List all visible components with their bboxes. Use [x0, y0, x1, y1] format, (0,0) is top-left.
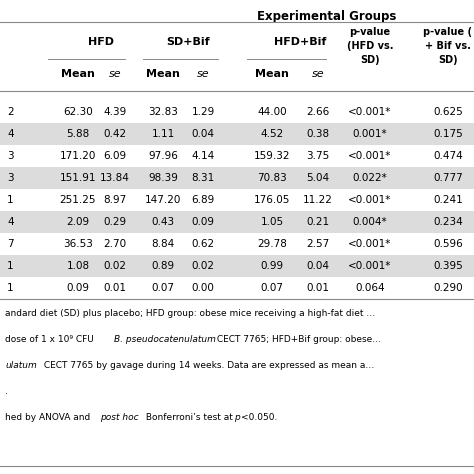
Text: <0.001*: <0.001*: [348, 239, 392, 249]
Text: CECT 7765 by gavage during 14 weeks. Data are expressed as mean a…: CECT 7765 by gavage during 14 weeks. Dat…: [41, 361, 374, 370]
Text: 2.66: 2.66: [306, 107, 329, 117]
Text: 29.78: 29.78: [257, 239, 287, 249]
Text: 32.83: 32.83: [148, 107, 178, 117]
Text: 1.08: 1.08: [66, 261, 90, 271]
Text: 0.42: 0.42: [103, 129, 127, 139]
Text: p: p: [234, 413, 240, 422]
Text: 2.70: 2.70: [103, 239, 127, 249]
Text: 171.20: 171.20: [60, 151, 96, 161]
Text: 13.84: 13.84: [100, 173, 130, 183]
Text: 1.05: 1.05: [260, 217, 283, 227]
Text: 4: 4: [7, 217, 14, 227]
FancyBboxPatch shape: [0, 211, 474, 233]
Text: 2: 2: [7, 107, 14, 117]
Text: se: se: [312, 69, 324, 79]
Text: 0.395: 0.395: [433, 261, 463, 271]
Text: B. pseudocatenulatum: B. pseudocatenulatum: [114, 335, 216, 344]
Text: p-value (: p-value (: [423, 27, 473, 37]
Text: <0.001*: <0.001*: [348, 107, 392, 117]
Text: se: se: [197, 69, 210, 79]
Text: 0.234: 0.234: [433, 217, 463, 227]
Text: 4: 4: [7, 129, 14, 139]
Text: 0.02: 0.02: [191, 261, 215, 271]
Text: 0.38: 0.38: [306, 129, 329, 139]
Text: 0.596: 0.596: [433, 239, 463, 249]
Text: 0.09: 0.09: [66, 283, 90, 293]
Text: .: .: [5, 387, 8, 396]
Text: 0.43: 0.43: [151, 217, 174, 227]
Text: post hoc: post hoc: [100, 413, 138, 422]
Text: 3: 3: [7, 151, 14, 161]
Text: 6.09: 6.09: [103, 151, 127, 161]
Text: 0.022*: 0.022*: [353, 173, 387, 183]
Text: 36.53: 36.53: [63, 239, 93, 249]
FancyBboxPatch shape: [0, 123, 474, 145]
Text: 251.25: 251.25: [60, 195, 96, 205]
Text: <0.001*: <0.001*: [348, 261, 392, 271]
Text: 3: 3: [7, 173, 14, 183]
Text: + Bif vs.: + Bif vs.: [425, 41, 471, 51]
Text: p-value: p-value: [349, 27, 391, 37]
Text: 0.04: 0.04: [307, 261, 329, 271]
Text: 147.20: 147.20: [145, 195, 181, 205]
Text: SD): SD): [360, 55, 380, 65]
Text: Mean: Mean: [61, 69, 95, 79]
Text: HFD: HFD: [89, 37, 115, 47]
Text: 70.83: 70.83: [257, 173, 287, 183]
Text: HFD+Bif: HFD+Bif: [274, 37, 326, 47]
Text: dose of 1 x 10⁹ CFU: dose of 1 x 10⁹ CFU: [5, 335, 97, 344]
Text: 0.290: 0.290: [433, 283, 463, 293]
Text: 44.00: 44.00: [257, 107, 287, 117]
Text: Bonferroni’s test at: Bonferroni’s test at: [143, 413, 236, 422]
Text: 1: 1: [7, 261, 14, 271]
Text: 151.91: 151.91: [60, 173, 96, 183]
Text: hed by ANOVA and: hed by ANOVA and: [5, 413, 93, 422]
Text: ulatum: ulatum: [5, 361, 37, 370]
Text: 7: 7: [7, 239, 14, 249]
Text: 0.07: 0.07: [261, 283, 283, 293]
Text: Mean: Mean: [255, 69, 289, 79]
Text: <0.050.: <0.050.: [241, 413, 277, 422]
Text: andard diet (SD) plus placebo; HFD group: obese mice receiving a high-fat diet …: andard diet (SD) plus placebo; HFD group…: [5, 309, 375, 318]
Text: CECT 7765; HFD+Bif group: obese…: CECT 7765; HFD+Bif group: obese…: [214, 335, 381, 344]
Text: 97.96: 97.96: [148, 151, 178, 161]
Text: 0.064: 0.064: [355, 283, 385, 293]
Text: 0.99: 0.99: [260, 261, 283, 271]
Text: 0.01: 0.01: [103, 283, 127, 293]
Text: 176.05: 176.05: [254, 195, 290, 205]
Text: 1.29: 1.29: [191, 107, 215, 117]
Text: Mean: Mean: [146, 69, 180, 79]
Text: 0.62: 0.62: [191, 239, 215, 249]
Text: se: se: [109, 69, 121, 79]
Text: Experimental Groups: Experimental Groups: [257, 9, 397, 22]
Text: 0.175: 0.175: [433, 129, 463, 139]
Text: 0.474: 0.474: [433, 151, 463, 161]
Text: 5.88: 5.88: [66, 129, 90, 139]
FancyBboxPatch shape: [0, 167, 474, 189]
Text: <0.001*: <0.001*: [348, 195, 392, 205]
Text: 0.004*: 0.004*: [353, 217, 387, 227]
Text: 1: 1: [7, 195, 14, 205]
Text: 8.84: 8.84: [151, 239, 174, 249]
Text: 0.01: 0.01: [307, 283, 329, 293]
Text: 8.97: 8.97: [103, 195, 127, 205]
Text: 0.09: 0.09: [191, 217, 215, 227]
Text: 3.75: 3.75: [306, 151, 329, 161]
Text: <0.001*: <0.001*: [348, 151, 392, 161]
Text: 2.57: 2.57: [306, 239, 329, 249]
Text: 62.30: 62.30: [63, 107, 93, 117]
Text: 1: 1: [7, 283, 14, 293]
Text: SD): SD): [438, 55, 458, 65]
Text: 0.625: 0.625: [433, 107, 463, 117]
Text: SD+Bif: SD+Bif: [166, 37, 210, 47]
Text: 2.09: 2.09: [66, 217, 90, 227]
Text: 0.001*: 0.001*: [353, 129, 387, 139]
Text: 4.52: 4.52: [260, 129, 283, 139]
Text: 1.11: 1.11: [151, 129, 174, 139]
Text: (HFD vs.: (HFD vs.: [347, 41, 393, 51]
Text: 0.89: 0.89: [151, 261, 174, 271]
Text: 0.777: 0.777: [433, 173, 463, 183]
Text: 4.14: 4.14: [191, 151, 215, 161]
Text: 4.39: 4.39: [103, 107, 127, 117]
